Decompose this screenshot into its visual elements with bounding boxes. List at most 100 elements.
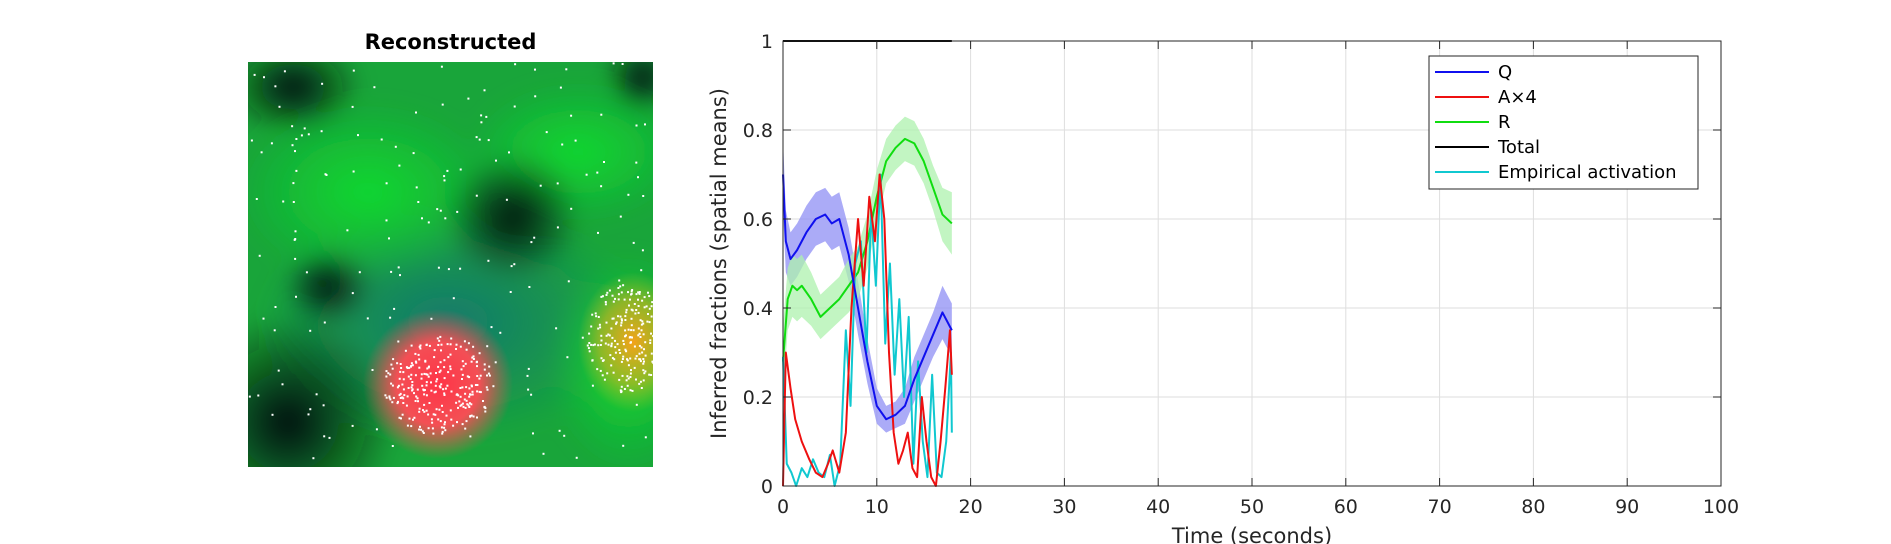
activation-point — [466, 403, 469, 406]
activation-point — [611, 294, 614, 297]
activation-point — [630, 317, 633, 320]
activation-point — [623, 298, 626, 301]
activation-point — [392, 396, 395, 399]
activation-point — [605, 321, 608, 324]
activation-point — [644, 341, 647, 344]
activation-point — [278, 105, 281, 108]
activation-point — [460, 368, 463, 371]
activation-point — [649, 339, 652, 342]
activation-point — [415, 111, 417, 114]
activation-point — [612, 300, 615, 303]
activation-point — [455, 343, 458, 346]
activation-point — [611, 317, 614, 320]
activation-point — [440, 65, 443, 68]
x-tick-label: 100 — [1703, 496, 1739, 518]
activation-point — [388, 395, 391, 398]
activation-point — [641, 249, 644, 252]
activation-point — [474, 384, 477, 386]
activation-point — [625, 311, 628, 314]
x-tick-label: 70 — [1428, 496, 1452, 518]
activation-point — [608, 289, 611, 292]
activation-point — [650, 374, 653, 376]
activation-point — [425, 381, 428, 384]
activation-point — [475, 194, 478, 197]
activation-point — [464, 427, 467, 430]
activation-point — [463, 398, 466, 401]
activation-point — [447, 371, 450, 374]
activation-point — [480, 114, 483, 117]
activation-point — [644, 354, 647, 357]
activation-point — [619, 315, 622, 318]
activation-point — [431, 427, 434, 430]
activation-point — [620, 318, 623, 321]
activation-point — [455, 348, 457, 350]
activation-point — [606, 372, 609, 375]
activation-point — [637, 298, 639, 301]
activation-point — [486, 374, 488, 377]
activation-point — [449, 368, 452, 371]
activation-point — [558, 429, 561, 432]
activation-point — [624, 315, 627, 318]
activation-point — [647, 291, 649, 294]
activation-point — [625, 379, 628, 382]
activation-point — [323, 321, 326, 324]
activation-point — [631, 289, 634, 291]
activation-point — [402, 388, 405, 391]
activation-point — [434, 384, 437, 387]
activation-point — [619, 352, 622, 354]
activation-point — [643, 348, 645, 351]
activation-point — [627, 291, 629, 294]
activation-point — [639, 380, 642, 383]
activation-point — [444, 217, 447, 220]
activation-point — [465, 420, 468, 423]
x-tick-label: 60 — [1334, 496, 1358, 518]
reconstructed-image — [248, 62, 653, 467]
activation-point — [623, 388, 626, 390]
activation-point — [425, 384, 428, 387]
activation-point — [422, 432, 425, 434]
activation-point — [449, 343, 452, 346]
activation-point — [250, 139, 253, 142]
activation-point — [420, 377, 423, 380]
activation-point — [402, 397, 405, 400]
activation-point — [642, 358, 645, 360]
band-q — [783, 138, 952, 433]
activation-point — [651, 301, 653, 304]
activation-point — [478, 390, 481, 393]
activation-point — [633, 366, 636, 369]
x-tick-label: 0 — [777, 496, 789, 518]
activation-point — [605, 294, 608, 296]
activation-point — [494, 361, 497, 364]
activation-point — [427, 413, 430, 416]
activation-point — [630, 329, 633, 332]
activation-point — [352, 170, 355, 173]
activation-point — [248, 395, 251, 398]
activation-point — [635, 403, 638, 406]
x-tick-label: 80 — [1521, 496, 1545, 518]
activation-point — [475, 136, 478, 139]
activation-point — [565, 68, 568, 71]
activation-point — [461, 402, 464, 405]
activation-point — [273, 329, 276, 332]
activation-point — [626, 384, 629, 387]
activation-point — [629, 372, 632, 375]
activation-point — [430, 381, 432, 384]
activation-point — [281, 383, 284, 386]
activation-point — [627, 193, 630, 196]
activation-point — [639, 319, 642, 322]
activation-point — [631, 309, 634, 312]
activation-point — [385, 370, 388, 373]
activation-point — [414, 374, 417, 377]
activation-point — [461, 378, 463, 380]
activation-point — [461, 373, 464, 376]
activation-point — [490, 326, 493, 329]
activation-point — [447, 268, 450, 271]
activation-point — [625, 350, 628, 353]
activation-point — [444, 421, 446, 424]
activation-point — [291, 144, 294, 147]
activation-point — [600, 339, 603, 342]
activation-point — [559, 86, 562, 89]
activation-point — [468, 406, 471, 408]
activation-point — [397, 266, 400, 269]
activation-point — [629, 298, 631, 301]
